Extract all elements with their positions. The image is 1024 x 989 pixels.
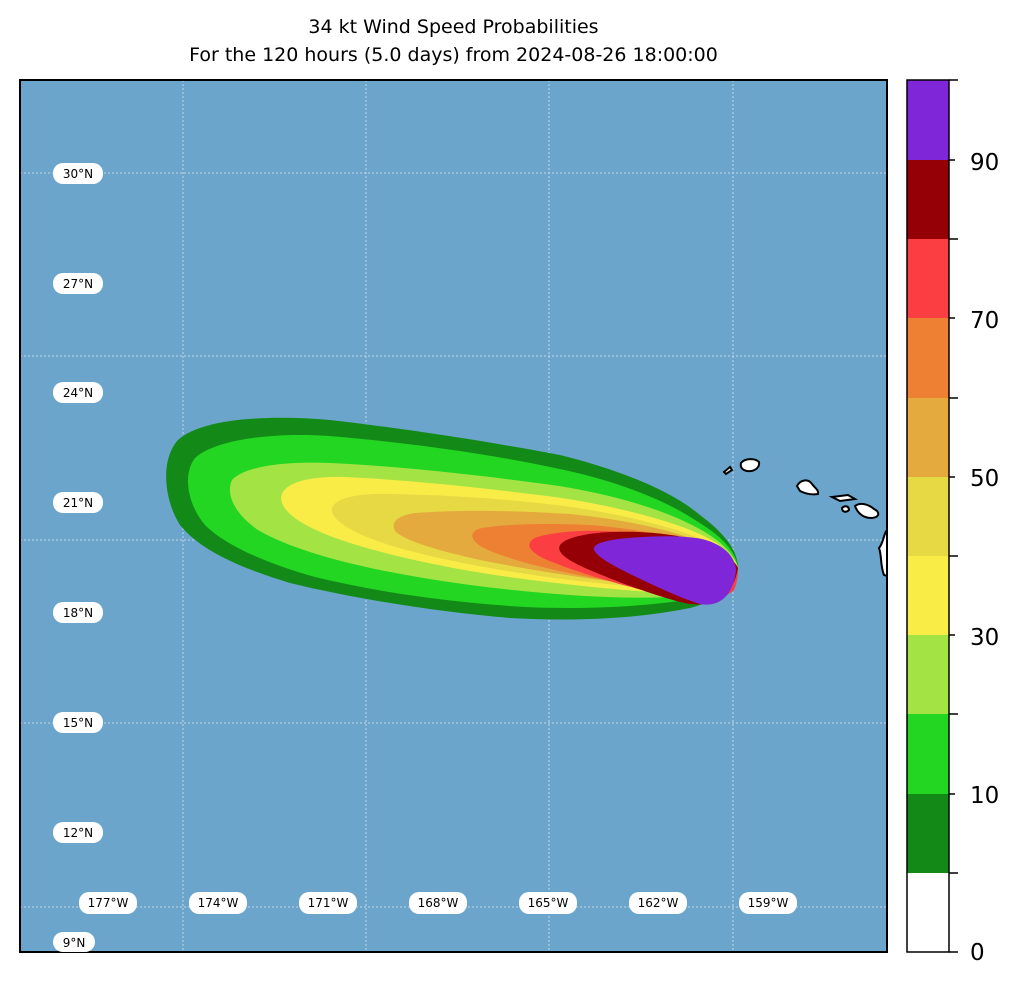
lat-label-text: 15°N: [63, 716, 93, 730]
latitude-labels: 30°N 27°N 24°N 21°N 18°N 15°N 12°N 9°N: [53, 163, 103, 952]
colorbar-segment: [907, 556, 949, 635]
contour-95-100: [593, 536, 736, 605]
lat-label-text: 27°N: [63, 277, 93, 291]
colorbar-segment: [907, 318, 949, 398]
colorbar-segment: [907, 80, 949, 160]
lon-label-174W: 174°W: [189, 892, 247, 914]
lon-label-159W: 159°W: [739, 892, 797, 914]
lon-label-168W: 168°W: [409, 892, 467, 914]
lat-label-text: 18°N: [63, 606, 93, 620]
lon-label-text: 174°W: [198, 896, 239, 910]
colorbar-ticks: [949, 79, 958, 953]
lat-label-30N: 30°N: [53, 163, 103, 184]
island-kauai: [739, 458, 761, 473]
map-frame: [19, 79, 888, 953]
lat-label-text: 24°N: [63, 386, 93, 400]
lat-label-18N: 18°N: [53, 602, 103, 623]
colorbar-segment: [907, 714, 949, 794]
lon-label-text: 162°W: [638, 896, 679, 910]
land-islands: [722, 458, 888, 578]
lat-label-27N: 27°N: [53, 273, 103, 294]
lon-label-text: 171°W: [308, 896, 349, 910]
lon-label-165W: 165°W: [519, 892, 577, 914]
lat-label-15N: 15°N: [53, 712, 103, 733]
cb-label-90: 90: [970, 150, 999, 176]
lon-label-162W: 162°W: [629, 892, 687, 914]
colorbar-frame: [906, 79, 950, 953]
colorbar-tick-labels: 0 10 30 50 70 90: [970, 150, 999, 966]
longitude-labels: 177°W 174°W 171°W 168°W 165°W 162°W 159°…: [79, 892, 797, 914]
lat-label-text: 12°N: [63, 826, 93, 840]
island-molokai: [828, 493, 859, 503]
colorbar-segment: [907, 635, 949, 714]
lat-label-24N: 24°N: [53, 382, 103, 403]
island-niihau: [722, 465, 734, 476]
lon-label-text: 159°W: [748, 896, 789, 910]
lon-label-text: 168°W: [418, 896, 459, 910]
chart-subtitle: For the 120 hours (5.0 days) from 2024-0…: [189, 44, 718, 66]
island-lanai: [840, 505, 851, 513]
colorbar-segment: [907, 160, 949, 239]
island-maui: [853, 502, 880, 520]
colorbar-segment: [907, 239, 949, 318]
lat-label-text: 30°N: [63, 167, 93, 181]
island-oahu: [795, 479, 820, 496]
cb-label-70: 70: [970, 308, 999, 334]
cb-label-50: 50: [970, 466, 999, 492]
colorbar-segment: [907, 873, 949, 952]
colorbar-segment: [907, 477, 949, 556]
lon-label-177W: 177°W: [79, 892, 137, 914]
lat-label-21N: 21°N: [53, 492, 103, 513]
colorbar-segment: [907, 794, 949, 873]
cb-label-0: 0: [970, 940, 985, 966]
lat-label-text: 9°N: [63, 936, 86, 950]
wind-probability-plume: [166, 417, 738, 620]
lon-label-text: 177°W: [88, 896, 129, 910]
lat-label-12N: 12°N: [53, 822, 103, 843]
cb-label-10: 10: [970, 783, 999, 809]
lon-label-171W: 171°W: [299, 892, 357, 914]
island-big-island: [877, 527, 888, 578]
lat-label-text: 21°N: [63, 496, 93, 510]
colorbar-segment: [907, 398, 949, 477]
cb-label-30: 30: [970, 625, 999, 651]
lon-label-text: 165°W: [528, 896, 569, 910]
colorbar-segments: [907, 80, 949, 952]
chart-title: 34 kt Wind Speed Probabilities: [308, 16, 599, 38]
lat-label-9N: 9°N: [53, 932, 95, 952]
